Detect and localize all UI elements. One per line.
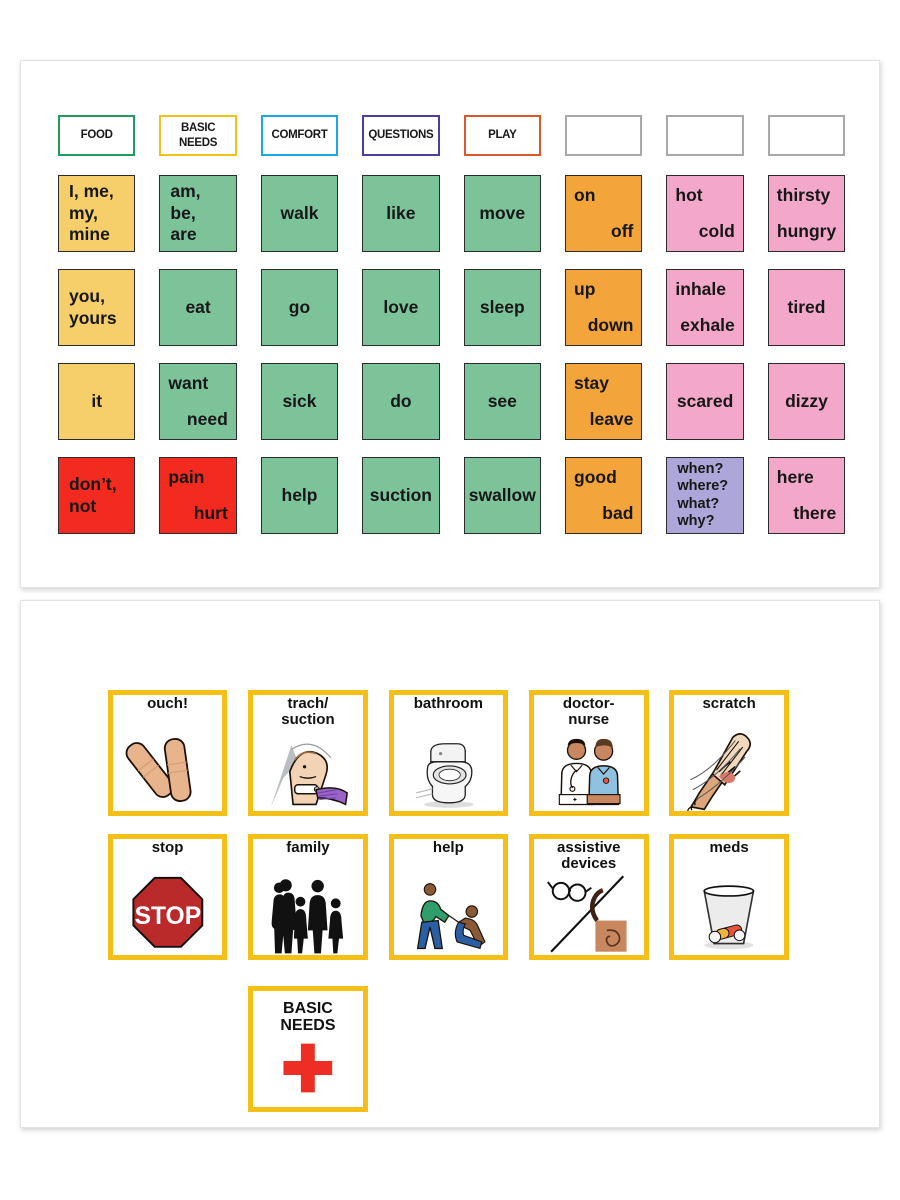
svg-text:STOP: STOP [134, 903, 201, 930]
